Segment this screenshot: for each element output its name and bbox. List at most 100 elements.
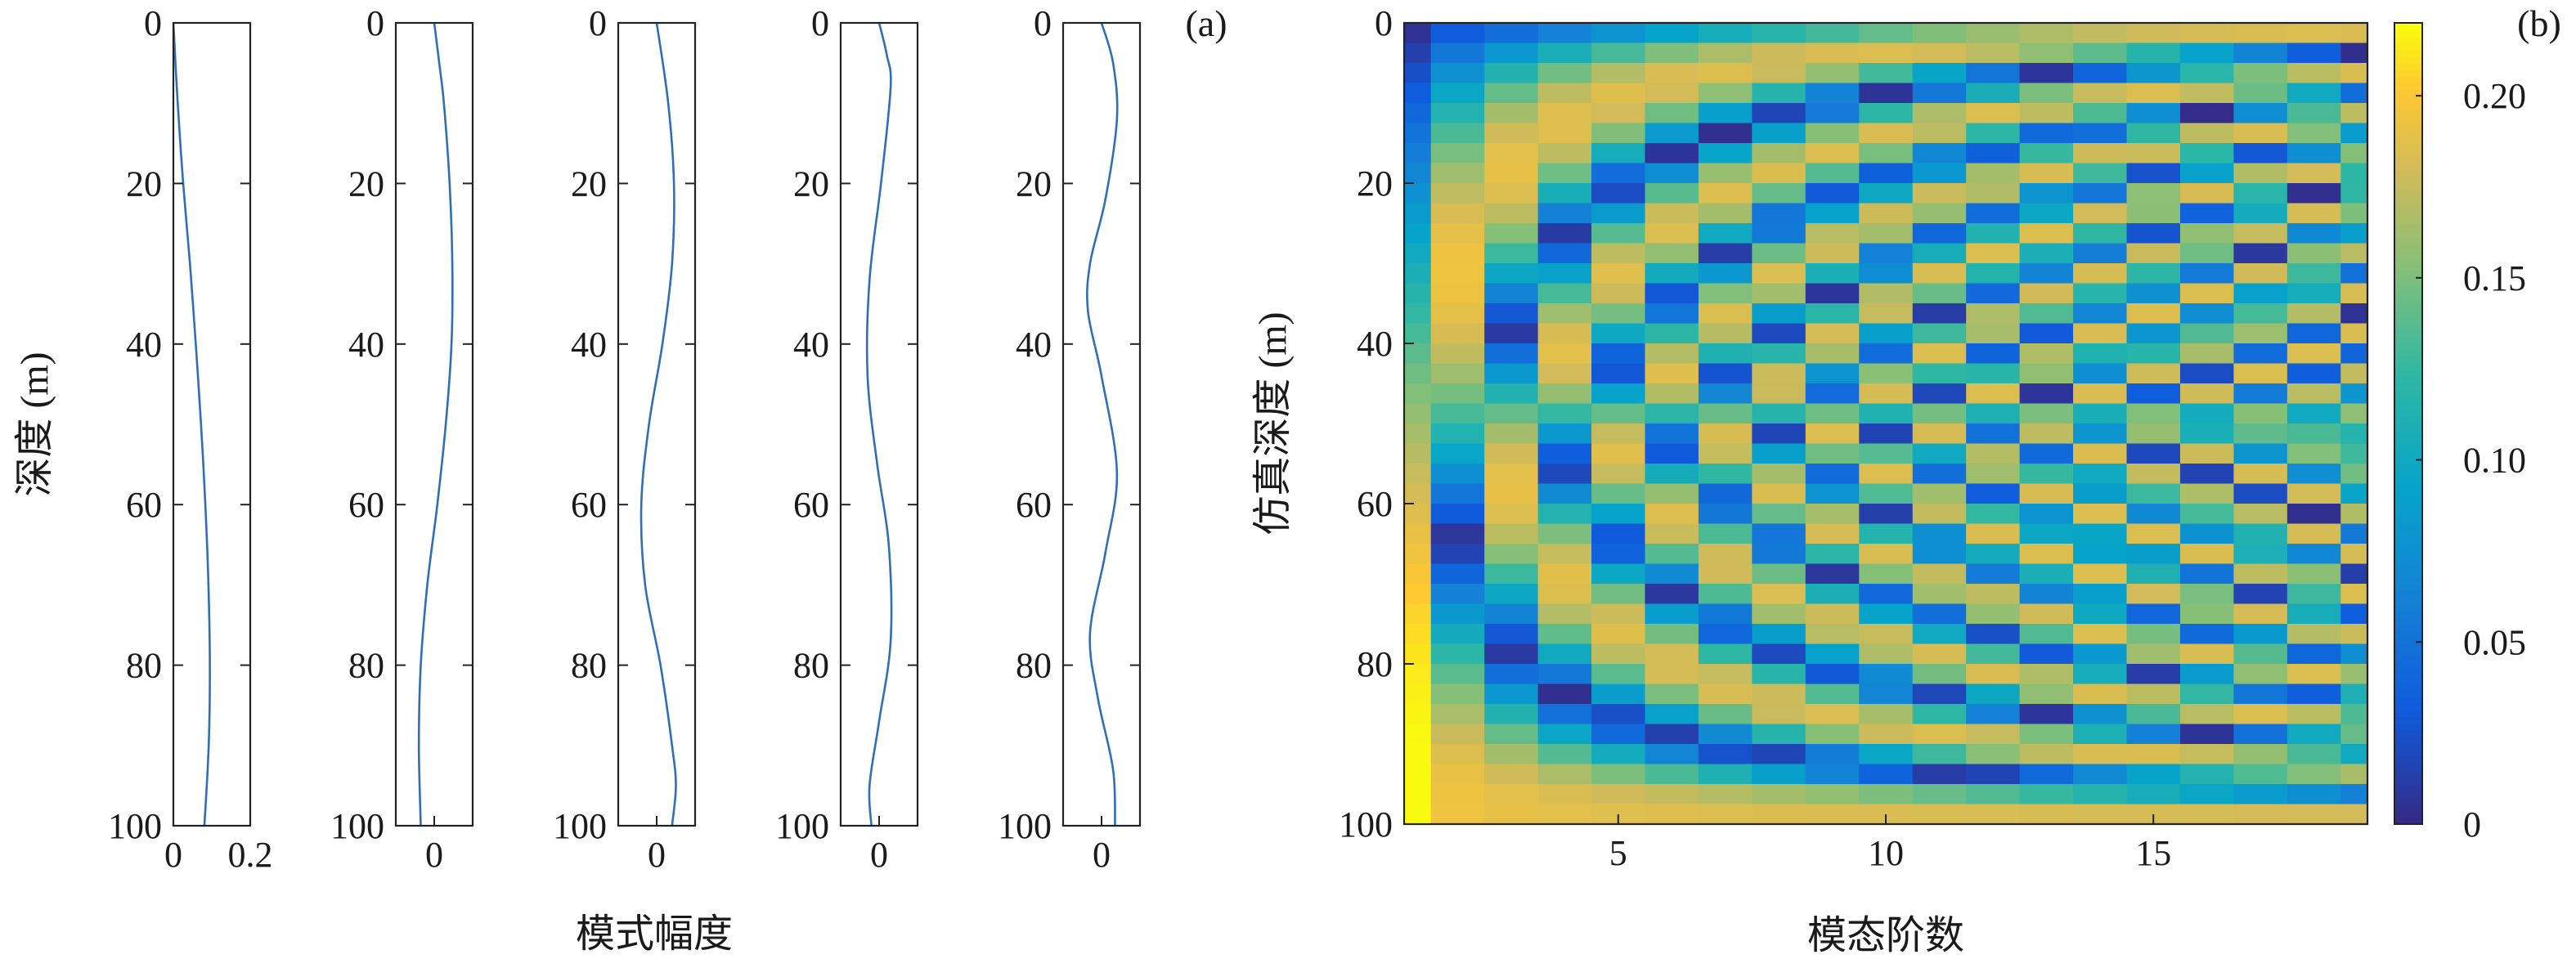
heatmap-cell — [1430, 303, 1485, 325]
heatmap-cell — [1537, 243, 1592, 264]
heatmap-cell — [1859, 183, 1914, 204]
x-tick-label: 0 — [870, 835, 888, 875]
heatmap-cell — [2287, 103, 2341, 124]
colorbar-segment — [2394, 397, 2422, 405]
heatmap-cell — [2019, 744, 2074, 765]
heatmap-cell — [1537, 804, 1592, 825]
heatmap-cell — [1752, 203, 1806, 224]
y-tick-label: 60 — [1016, 485, 1052, 525]
heatmap-cell — [2340, 223, 2368, 244]
heatmap-cell — [2019, 464, 2074, 485]
heatmap-cell — [1645, 423, 1699, 445]
heatmap-cell — [2340, 403, 2368, 424]
heatmap-cell — [1752, 563, 1806, 585]
heatmap-cell — [2233, 683, 2288, 705]
heatmap-cell — [1912, 343, 1967, 365]
heatmap-cell — [1404, 464, 1432, 485]
heatmap-cell — [1966, 243, 2021, 264]
heatmap-cell — [2126, 383, 2181, 405]
heatmap-cell — [1404, 584, 1432, 605]
heatmap-cell — [1859, 103, 1914, 124]
heatmap-cell — [1966, 603, 2021, 625]
heatmap-cell — [2233, 343, 2288, 365]
heatmap-cell — [2287, 704, 2341, 725]
heatmap-cell — [2287, 544, 2341, 565]
heatmap-cell — [1645, 103, 1699, 124]
heatmap-cell — [1591, 183, 1646, 204]
heatmap-cell — [2179, 704, 2234, 725]
heatmap-cell — [2019, 784, 2074, 805]
heatmap-cell — [1645, 704, 1699, 725]
heatmap-cell — [1404, 303, 1432, 325]
heatmap-cell — [1484, 183, 1539, 204]
heatmap-cell — [2179, 544, 2234, 565]
colorbar-segment — [2394, 464, 2422, 471]
heatmap-cell — [1430, 483, 1485, 504]
heatmap-cell — [2073, 183, 2128, 204]
heatmap-cell — [2287, 584, 2341, 605]
heatmap-cell — [2179, 243, 2234, 264]
heatmap-cell — [2126, 764, 2181, 785]
colorbar-segment — [2394, 83, 2422, 91]
heatmap-cell — [1484, 483, 1539, 504]
heatmap-cell — [1484, 203, 1539, 224]
heatmap-cell — [1859, 243, 1914, 264]
heatmap-cell — [1805, 23, 1860, 44]
heatmap-cell — [1591, 664, 1646, 685]
heatmap-cell — [1537, 263, 1592, 285]
colorbar-segment — [2394, 437, 2422, 445]
colorbar-segment — [2394, 643, 2422, 652]
heatmap-cell — [1752, 523, 1806, 544]
heatmap-cell — [1404, 744, 1432, 765]
heatmap-cell — [1912, 63, 1967, 84]
heatmap-cell — [2179, 23, 2234, 44]
heatmap-cell — [1537, 63, 1592, 84]
heatmap-cell — [2287, 443, 2341, 464]
heatmap-cell — [1645, 563, 1699, 585]
colorbar-segment — [2394, 316, 2422, 325]
heatmap-cell — [1537, 323, 1592, 344]
heatmap-cell — [2073, 303, 2128, 325]
heatmap-cell — [1752, 624, 1806, 645]
heatmap-cell — [2126, 63, 2181, 84]
heatmap-cell — [1966, 323, 2021, 344]
heatmap-cell — [1859, 443, 1914, 464]
heatmap-cell — [2233, 363, 2288, 384]
heatmap-cell — [1404, 603, 1432, 625]
heatmap-cell — [1912, 624, 1967, 645]
heatmap-cell — [2179, 183, 2234, 204]
heatmap-cell — [2019, 223, 2074, 244]
heatmap-cell — [2287, 624, 2341, 645]
y-tick-label: 100 — [108, 806, 162, 846]
heatmap-cell — [2126, 523, 2181, 544]
heatmap-cell — [2233, 143, 2288, 164]
heatmap-cell — [1591, 603, 1646, 625]
heatmap-cell — [2287, 203, 2341, 224]
heatmap-cell — [1591, 243, 1646, 264]
colorbar-segment — [2394, 603, 2422, 612]
subplot-frame — [839, 21, 919, 827]
heatmap-cell — [2287, 323, 2341, 344]
heatmap-cell — [1966, 804, 2021, 825]
heatmap-cell — [1484, 603, 1539, 625]
heatmap-cell — [2287, 343, 2341, 365]
heatmap-cell — [2126, 584, 2181, 605]
heatmap-cell — [2019, 683, 2074, 705]
heatmap-cell — [1645, 523, 1699, 544]
heatmap-cell — [1404, 63, 1432, 84]
heatmap-cell — [1430, 744, 1485, 765]
heatmap-cell — [1859, 83, 1914, 104]
heatmap-cell — [2126, 103, 2181, 124]
heatmap-cell — [2340, 764, 2368, 785]
heatmap-cell — [2126, 544, 2181, 565]
heatmap-cell — [2179, 603, 2234, 625]
heatmap-cell — [1966, 203, 2021, 224]
heatmap-cell — [2019, 443, 2074, 464]
heatmap-cell — [1404, 504, 1432, 525]
heatmap-cell — [1966, 363, 2021, 384]
heatmap-cell — [1404, 643, 1432, 665]
colorbar-segment — [2394, 196, 2422, 204]
heatmap-cell — [1859, 744, 1914, 765]
colorbar-segment — [2394, 817, 2422, 825]
heatmap-cell — [1404, 764, 1432, 785]
